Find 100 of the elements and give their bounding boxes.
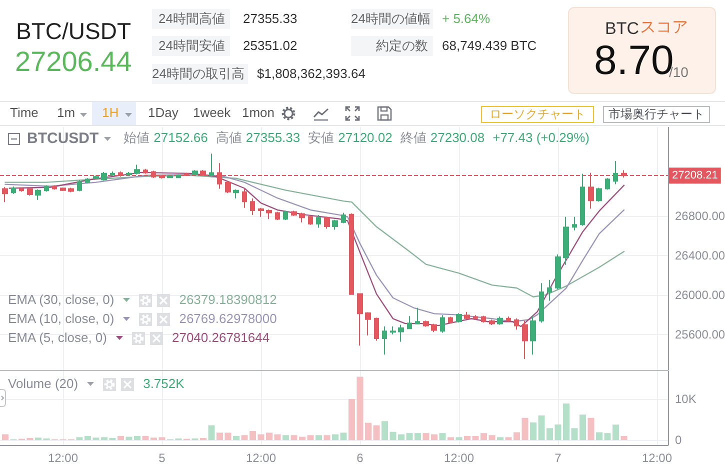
candlestick	[572, 216, 577, 231]
candlestick	[44, 184, 49, 192]
candlestick	[110, 170, 115, 176]
candlestick	[52, 184, 57, 190]
text: 1mon	[242, 105, 275, 121]
bar	[232, 436, 240, 440]
text: 27206.44	[15, 46, 132, 78]
candlestick	[464, 311, 470, 320]
text: 24時間の取引高	[152, 64, 248, 84]
candlestick	[382, 326, 387, 355]
candlestick	[431, 323, 437, 333]
bar	[208, 425, 215, 440]
candlestick	[134, 164, 140, 175]
candlestick	[605, 178, 610, 190]
bar	[439, 433, 446, 440]
candlestick	[60, 186, 66, 192]
candlestick	[308, 215, 313, 226]
candlestick	[291, 210, 297, 216]
bar	[324, 435, 330, 440]
bar	[414, 433, 421, 440]
y-tick-label: 26800.00	[675, 208, 725, 223]
candlestick	[357, 292, 363, 346]
candlestick	[481, 315, 486, 323]
x-tick-label: 12:00	[642, 451, 672, 465]
candlestick	[390, 326, 396, 335]
legend-label: EMA (10, close, 0)	[8, 311, 114, 327]
candlestick	[530, 316, 536, 355]
candlestick	[423, 320, 429, 328]
candlestick	[448, 316, 453, 324]
bar	[117, 436, 124, 440]
candlestick	[440, 314, 445, 334]
text: + 5.64%	[442, 11, 490, 27]
candlestick	[209, 153, 214, 178]
bar	[134, 436, 140, 440]
bar	[456, 437, 462, 440]
text: $1,808,362,393.64	[257, 66, 366, 82]
text: BTC	[605, 19, 639, 38]
candlestick	[341, 212, 346, 224]
legend-label: EMA (30, close, 0)	[8, 292, 114, 308]
candlestick	[283, 210, 288, 221]
candlestick	[68, 187, 74, 193]
bar	[126, 436, 132, 440]
candlestick	[316, 214, 321, 228]
text: BTC/USDT	[16, 18, 131, 44]
candlestick	[27, 187, 33, 196]
chart-title: BTCUSDT	[27, 130, 99, 148]
candlestick	[324, 216, 330, 230]
candlestick	[596, 187, 602, 202]
candlestick	[19, 187, 24, 192]
candlestick	[497, 316, 503, 326]
candlestick	[407, 316, 412, 330]
chart-title: Volume (20)	[8, 376, 78, 392]
bar	[142, 436, 149, 440]
legend-label: EMA (5, close, 0)	[8, 330, 107, 346]
text: スコア	[640, 19, 688, 36]
bar	[496, 437, 504, 440]
candlestick	[176, 174, 181, 179]
text: 25351.02	[243, 38, 298, 54]
candlestick	[93, 175, 99, 180]
ref-line-label: 27208.21	[672, 170, 718, 182]
candlestick	[365, 312, 371, 336]
candlestick	[547, 279, 552, 302]
candlestick	[398, 324, 404, 342]
text: Time	[10, 105, 38, 121]
candlestick	[242, 188, 247, 208]
candlestick	[506, 316, 511, 322]
annotation: 高値	[216, 130, 242, 146]
candlestick	[192, 170, 198, 176]
bar	[422, 433, 430, 440]
annotation: 27355.33	[246, 130, 300, 146]
bar	[76, 437, 83, 440]
text: ローソクチャート	[481, 106, 594, 123]
bar	[612, 424, 619, 440]
annotation: 26379.18390812	[179, 292, 277, 308]
candlestick	[126, 172, 132, 176]
bar	[430, 434, 438, 440]
annotation: 始値	[124, 130, 150, 146]
candlestick	[374, 317, 379, 342]
text: 1week	[193, 105, 231, 121]
candlestick	[415, 307, 420, 324]
text: 24時間の値幅	[351, 9, 433, 29]
candlestick	[85, 178, 90, 184]
annotation: 27230.08	[430, 130, 485, 146]
candlestick	[349, 212, 354, 296]
candlestick	[555, 254, 561, 290]
candlestick	[473, 314, 478, 320]
text: 27355.33	[243, 11, 298, 27]
bar	[241, 435, 248, 440]
candlestick	[522, 320, 528, 360]
x-tick-label: 12:00	[444, 451, 474, 465]
annotation: 26769.62978000	[179, 311, 277, 327]
text: 市場奥行チャート	[603, 106, 710, 123]
text: 1Day	[148, 105, 178, 121]
candlestick	[167, 174, 173, 179]
text: 1H	[102, 105, 119, 121]
candlestick	[539, 282, 544, 324]
bar	[579, 414, 586, 440]
text: 24時間高値	[152, 9, 230, 29]
x-tick-label: 7	[554, 451, 562, 465]
x-tick-label: 5	[158, 451, 166, 465]
